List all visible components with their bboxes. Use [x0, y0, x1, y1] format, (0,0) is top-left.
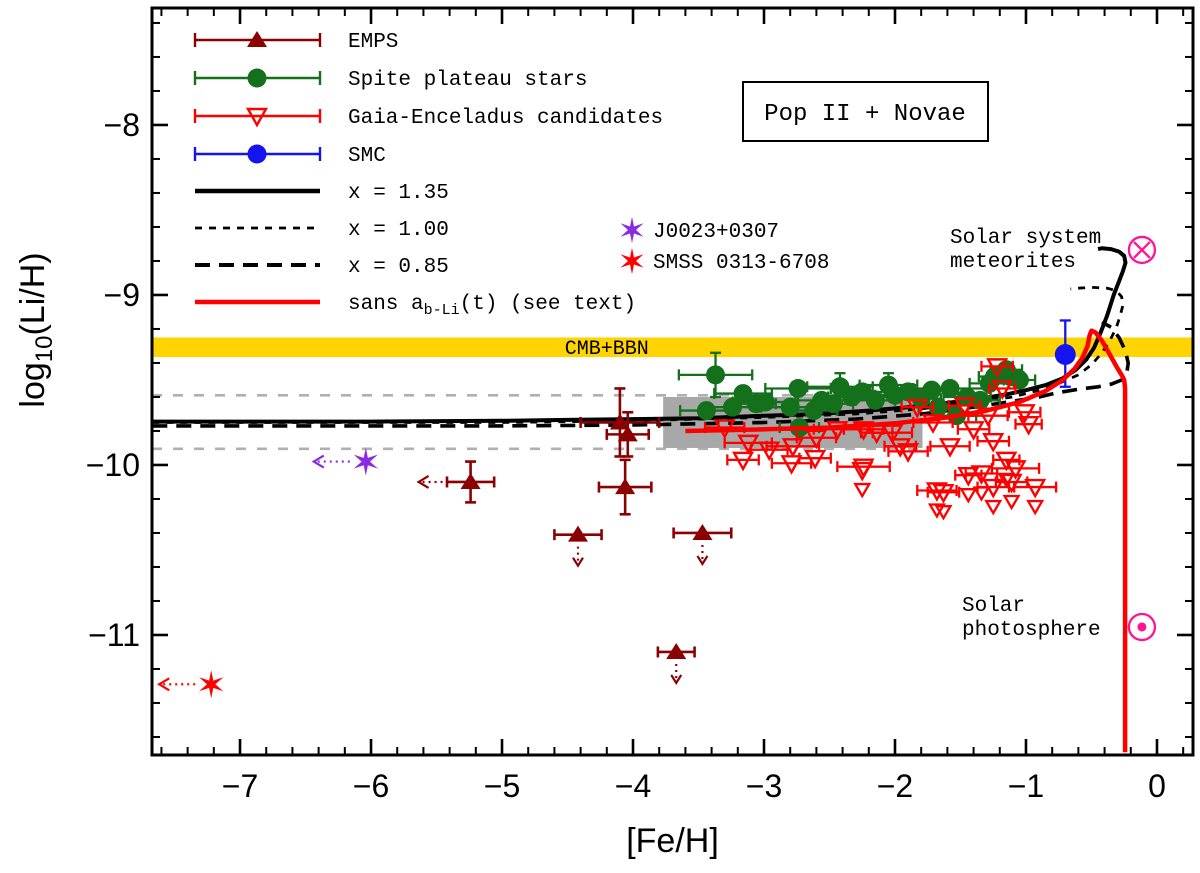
plot-frame: [150, 6, 1195, 757]
legend-item-spite: Spite plateau stars: [193, 68, 587, 92]
spite-point: [677, 351, 754, 399]
gaia-point: [992, 451, 1021, 489]
meteorites-label-line2: meteorites: [950, 251, 1076, 274]
gaia-point: [926, 483, 961, 521]
emps-point: [656, 642, 696, 686]
legend-label-spite: Spite plateau stars: [348, 69, 587, 92]
x-axis-title: [Fe/H]: [626, 822, 719, 860]
legend: EMPS Spite plateau stars Gaia-Enceladus ca…: [193, 31, 663, 319]
legend-label-emps: EMPS: [348, 31, 398, 54]
legend-label-gaia: Gaia-Enceladus candidates: [348, 107, 663, 130]
smss-series: [157, 670, 224, 699]
x-tick-label: −5: [484, 768, 520, 804]
emps-point: [597, 458, 653, 516]
cmb-bbn-label: CMB+BBN: [565, 338, 649, 361]
gaia-point: [726, 451, 760, 472]
x-tick-label: −6: [353, 768, 389, 804]
emps-point: [605, 410, 651, 458]
x-tick-label: −2: [877, 768, 913, 804]
meteorites-label-line1: Solar system: [950, 227, 1101, 250]
x-tick-label: −4: [615, 768, 651, 804]
y-axis-title: log10(Li/H): [14, 252, 58, 407]
star-legend-j0023: J0023+0307: [620, 216, 779, 244]
y-tick-label: −10: [86, 447, 140, 483]
legend-line-label: x = 1.00: [348, 219, 449, 242]
gaia-point: [798, 449, 832, 470]
legend-line-label: x = 0.85: [348, 256, 449, 279]
j0023-point: [311, 447, 378, 476]
cmb-bbn-band: [152, 337, 1193, 358]
x-tick-label: −3: [746, 768, 782, 804]
gaia-point: [1007, 404, 1042, 424]
emps-point: [553, 525, 603, 568]
star-legend-label-smss: SMSS 0313-6708: [653, 252, 829, 275]
legend-label-smc: SMC: [348, 145, 386, 168]
model-curve-x135: [152, 246, 1128, 424]
gaia-point: [980, 358, 1015, 378]
emps-point: [672, 523, 733, 567]
model-curve-red-sans-bli: [685, 328, 1128, 753]
y-tick-label: −9: [104, 277, 140, 313]
x-tick-label: 0: [1148, 768, 1166, 804]
gaia-point: [990, 460, 1041, 480]
emps-point: [416, 460, 496, 504]
gaia-point: [954, 466, 983, 504]
x-tick-label: −1: [1008, 768, 1044, 804]
gaia-point: [887, 443, 929, 463]
legend-line-dash-short: x = 1.00: [195, 219, 449, 242]
y-tick-label: −8: [104, 107, 140, 143]
spite-point: [912, 378, 988, 398]
legend-line-red: sans ab-Li(t) (see text): [195, 293, 636, 319]
x-tick-label: −7: [222, 768, 258, 804]
pop-ii-novae-label: Pop II + Novae: [764, 101, 966, 128]
legend-line-label: x = 1.35: [348, 182, 449, 205]
axes: −7 −6 −5 −4 −3 −2 −1 0−8−9−10−11[Fe/H]log10(Li/…: [14, 6, 1195, 860]
y-tick-label: −11: [88, 617, 140, 653]
gaia-point: [929, 438, 971, 458]
gaia-point: [988, 380, 1017, 400]
photosphere-label-line2: photosphere: [962, 619, 1101, 642]
gaia-series: [703, 358, 1058, 521]
gaia-point: [1013, 478, 1058, 516]
legend-line-label: sans ab-Li(t) (see text): [348, 293, 636, 319]
gaia-point: [900, 398, 935, 419]
legend-item-emps: EMPS: [193, 31, 398, 54]
gaia-point: [976, 432, 1011, 453]
legend-item-gaia: Gaia-Enceladus candidates: [193, 107, 663, 130]
meteorites-circled-x-icon: [1127, 235, 1157, 265]
emps-series: [416, 387, 733, 686]
legend-item-smc: SMC: [193, 144, 386, 168]
photosphere-sun-icon: [1127, 612, 1157, 642]
legend-line-dash-long: x = 0.85: [195, 256, 449, 279]
emps-point: [579, 387, 661, 458]
star-legend-label-j0023: J0023+0307: [653, 221, 779, 244]
model-curve-x085: [152, 320, 1130, 428]
legend-line-solid: x = 1.35: [195, 182, 449, 205]
gaia-point: [1014, 415, 1043, 436]
gaia-point: [956, 421, 991, 441]
gaia-point: [851, 461, 874, 499]
smss-point: [157, 670, 224, 699]
star-legend-smss: SMSS 0313-6708: [620, 247, 829, 275]
pop-ii-novae-box: [742, 81, 989, 142]
j0023-series: [311, 447, 378, 476]
photosphere-label-line1: Solar: [962, 595, 1025, 618]
